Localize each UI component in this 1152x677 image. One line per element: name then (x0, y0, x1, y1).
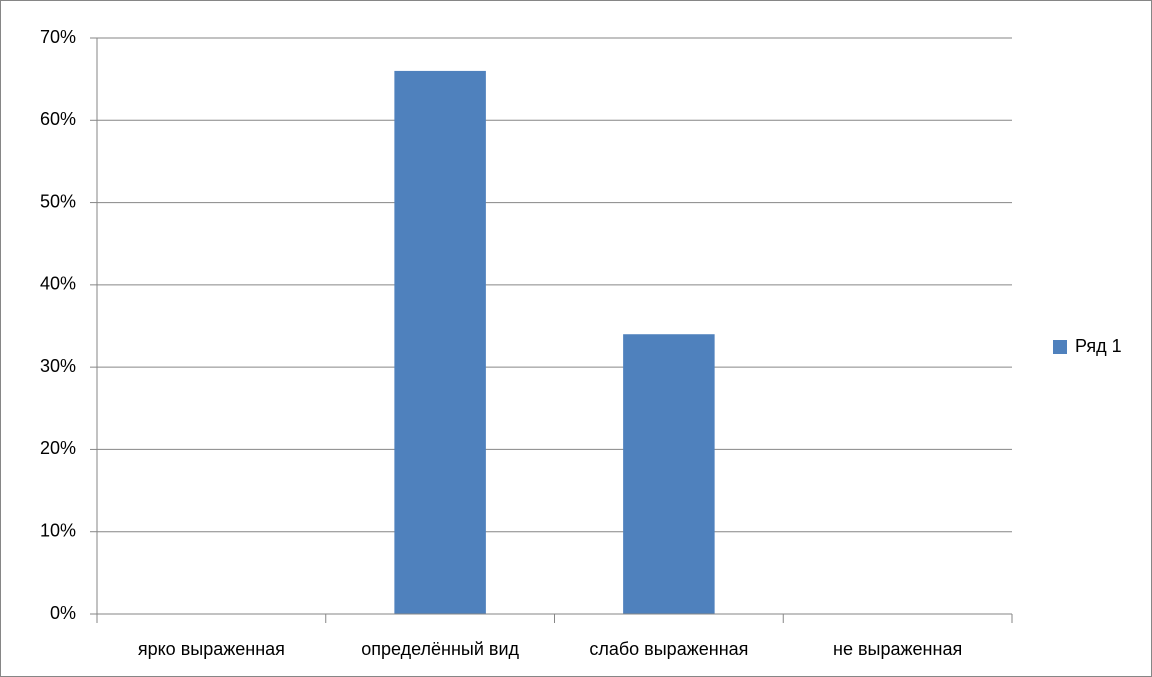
legend-label: Ряд 1 (1075, 336, 1122, 356)
x-tick-label: ярко выраженная (138, 639, 285, 659)
x-tick-label: не выраженная (833, 639, 962, 659)
y-tick-label: 30% (40, 356, 76, 376)
y-tick-label: 40% (40, 274, 76, 294)
x-tick-label: слабо выраженная (589, 639, 748, 659)
y-tick-label: 0% (50, 603, 76, 623)
y-tick-label: 60% (40, 109, 76, 129)
bar (623, 334, 715, 614)
y-tick-label: 20% (40, 438, 76, 458)
x-tick-label: определённый вид (361, 639, 519, 659)
legend-swatch (1053, 340, 1067, 354)
y-tick-label: 70% (40, 27, 76, 47)
bar (394, 70, 486, 614)
y-tick-label: 10% (40, 520, 76, 540)
y-tick-label: 50% (40, 191, 76, 211)
